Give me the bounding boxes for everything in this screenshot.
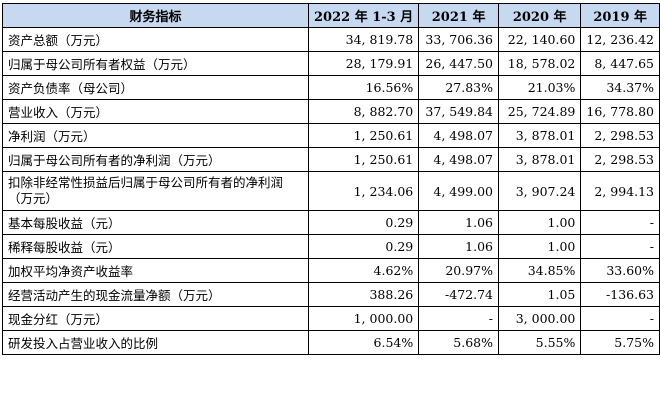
cell-value: 1.00 — [498, 234, 582, 259]
header-2022q1: 2022 年 1-3 月 — [307, 3, 420, 28]
row-label: 稀释每股收益（元） — [2, 234, 309, 259]
header-indicator: 财务指标 — [2, 3, 309, 28]
cell-value: 0.29 — [307, 234, 420, 259]
cell-value: 0.29 — [307, 210, 420, 235]
cell-value: 1.06 — [418, 234, 500, 259]
cell-value: 3, 000.00 — [498, 306, 582, 331]
cell-value: - — [580, 210, 660, 235]
financial-indicators-table: 财务指标 2022 年 1-3 月 2021 年 2020 年 2019 年 资… — [2, 3, 660, 355]
cell-value: 22, 140.60 — [498, 27, 582, 52]
cell-value: 18, 578.02 — [498, 51, 582, 76]
row-label: 归属于母公司所有者的净利润（万元） — [2, 147, 309, 172]
cell-value: 4, 498.07 — [418, 123, 500, 148]
cell-value: 5.68% — [418, 330, 500, 355]
row-label: 经营活动产生的现金流量净额（万元） — [2, 282, 309, 307]
row-label: 加权平均净资产收益率 — [2, 258, 309, 283]
cell-value: - — [580, 306, 660, 331]
header-2019: 2019 年 — [580, 3, 660, 28]
cell-value: 27.83% — [418, 75, 500, 100]
cell-value: - — [580, 234, 660, 259]
cell-value: 5.75% — [580, 330, 660, 355]
row-label: 现金分红（万元） — [2, 306, 309, 331]
cell-value: 1, 250.61 — [307, 123, 420, 148]
cell-value: 8, 447.65 — [580, 51, 660, 76]
cell-value: 4, 498.07 — [418, 147, 500, 172]
cell-value: 1.05 — [498, 282, 582, 307]
table-row: 加权平均净资产收益率 4.62% 20.97% 34.85% 33.60% — [2, 258, 660, 283]
row-label: 归属于母公司所有者权益（万元） — [2, 51, 309, 76]
cell-value: 2, 298.53 — [580, 147, 660, 172]
cell-value: 33, 706.36 — [418, 27, 500, 52]
cell-value: -472.74 — [418, 282, 500, 307]
table-row: 归属于母公司所有者的净利润（万元） 1, 250.61 4, 498.07 3,… — [2, 147, 660, 172]
cell-value: 1.00 — [498, 210, 582, 235]
cell-value: 34, 819.78 — [307, 27, 420, 52]
cell-value: 1.06 — [418, 210, 500, 235]
header-2020: 2020 年 — [498, 3, 582, 28]
table-row: 研发投入占营业收入的比例 6.54% 5.68% 5.55% 5.75% — [2, 330, 660, 355]
cell-value: 2, 994.13 — [580, 171, 660, 211]
table-row: 资产总额（万元） 34, 819.78 33, 706.36 22, 140.6… — [2, 27, 660, 52]
row-label: 基本每股收益（元） — [2, 210, 309, 235]
cell-value: 34.37% — [580, 75, 660, 100]
cell-value: 37, 549.84 — [418, 99, 500, 124]
row-label: 净利润（万元） — [2, 123, 309, 148]
cell-value: 3, 878.01 — [498, 147, 582, 172]
row-label: 营业收入（万元） — [2, 99, 309, 124]
table-row: 稀释每股收益（元） 0.29 1.06 1.00 - — [2, 234, 660, 259]
row-label: 资产总额（万元） — [2, 27, 309, 52]
cell-value: 3, 907.24 — [498, 171, 582, 211]
table-row: 净利润（万元） 1, 250.61 4, 498.07 3, 878.01 2,… — [2, 123, 660, 148]
cell-value: 26, 447.50 — [418, 51, 500, 76]
table-row: 营业收入（万元） 8, 882.70 37, 549.84 25, 724.89… — [2, 99, 660, 124]
financial-indicators-table-container: 财务指标 2022 年 1-3 月 2021 年 2020 年 2019 年 资… — [2, 3, 660, 355]
cell-value: 21.03% — [498, 75, 582, 100]
cell-value: 25, 724.89 — [498, 99, 582, 124]
cell-value: 16, 778.80 — [580, 99, 660, 124]
cell-value: 3, 878.01 — [498, 123, 582, 148]
table-row: 基本每股收益（元） 0.29 1.06 1.00 - — [2, 210, 660, 235]
table-row: 现金分红（万元） 1, 000.00 - 3, 000.00 - — [2, 306, 660, 331]
cell-value: -136.63 — [580, 282, 660, 307]
row-label: 研发投入占营业收入的比例 — [2, 330, 309, 355]
cell-value: - — [418, 306, 500, 331]
cell-value: 16.56% — [307, 75, 420, 100]
cell-value: 388.26 — [307, 282, 420, 307]
cell-value: 1, 234.06 — [307, 171, 420, 211]
table-row: 资产负债率（母公司） 16.56% 27.83% 21.03% 34.37% — [2, 75, 660, 100]
table-row: 扣除非经常性损益后归属于母公司所有者的净利润（万元） 1, 234.06 4, … — [2, 171, 660, 211]
cell-value: 2, 298.53 — [580, 123, 660, 148]
cell-value: 8, 882.70 — [307, 99, 420, 124]
table-row: 经营活动产生的现金流量净额（万元） 388.26 -472.74 1.05 -1… — [2, 282, 660, 307]
cell-value: 4, 499.00 — [418, 171, 500, 211]
cell-value: 28, 179.91 — [307, 51, 420, 76]
cell-value: 1, 250.61 — [307, 147, 420, 172]
cell-value: 6.54% — [307, 330, 420, 355]
cell-value: 12, 236.42 — [580, 27, 660, 52]
cell-value: 1, 000.00 — [307, 306, 420, 331]
cell-value: 20.97% — [418, 258, 500, 283]
row-label: 扣除非经常性损益后归属于母公司所有者的净利润（万元） — [2, 171, 309, 211]
row-label: 资产负债率（母公司） — [2, 75, 309, 100]
cell-value: 33.60% — [580, 258, 660, 283]
table-row: 归属于母公司所有者权益（万元） 28, 179.91 26, 447.50 18… — [2, 51, 660, 76]
cell-value: 5.55% — [498, 330, 582, 355]
cell-value: 4.62% — [307, 258, 420, 283]
header-2021: 2021 年 — [418, 3, 500, 28]
header-row: 财务指标 2022 年 1-3 月 2021 年 2020 年 2019 年 — [2, 3, 660, 28]
cell-value: 34.85% — [498, 258, 582, 283]
